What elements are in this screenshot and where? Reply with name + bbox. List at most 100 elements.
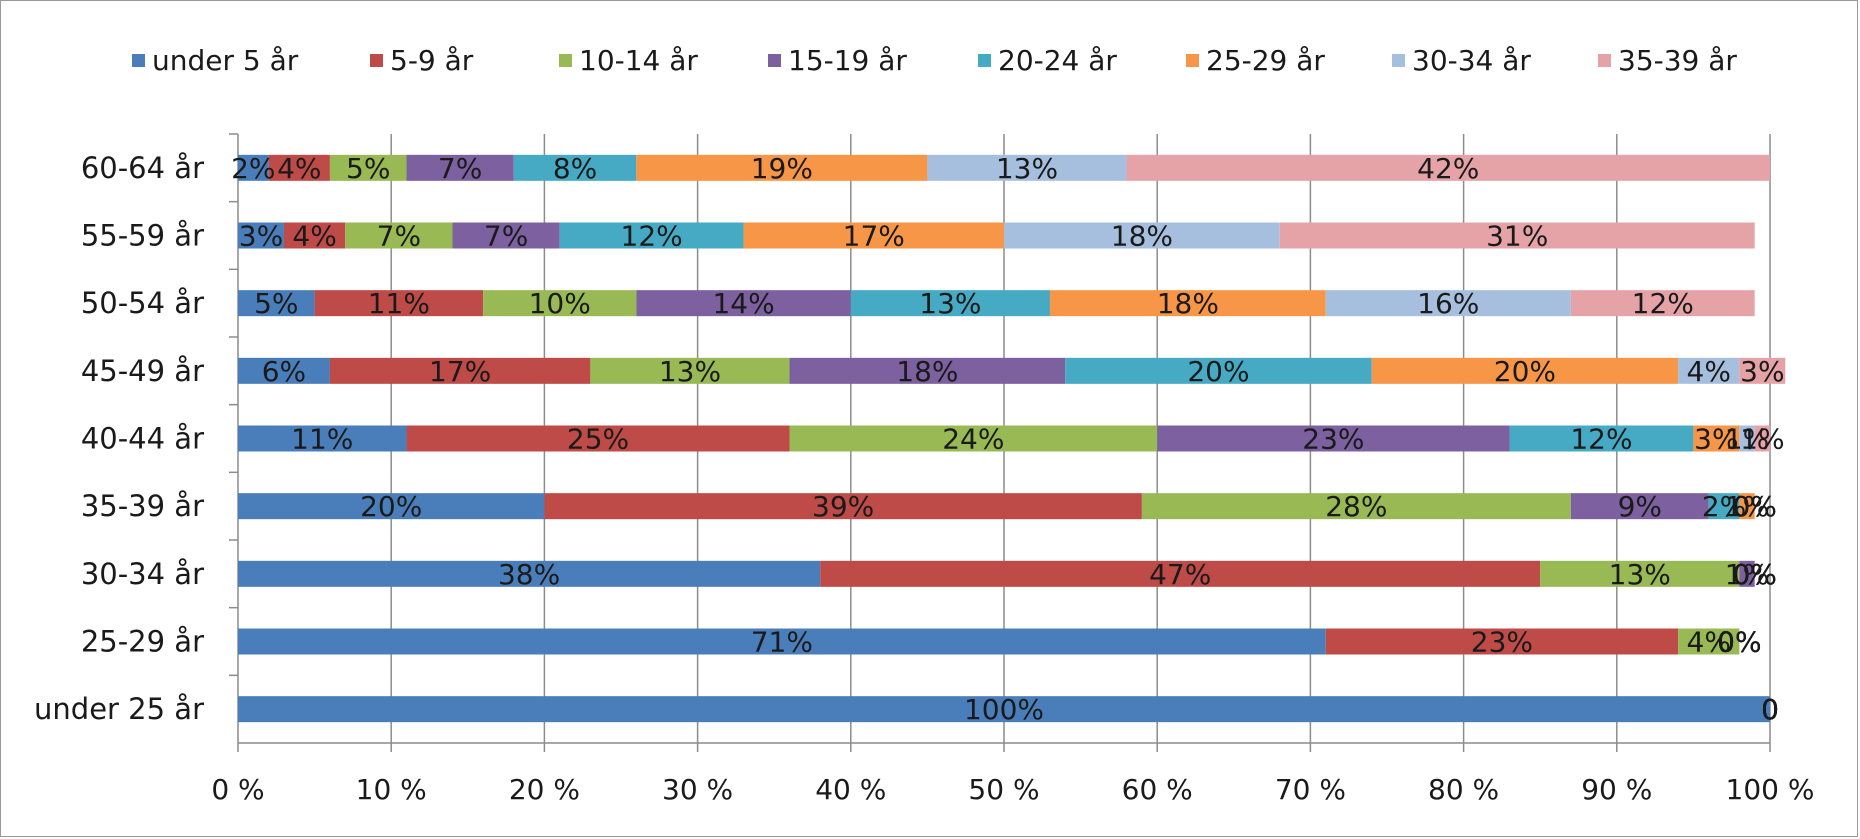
category-label: 55-59 år	[81, 219, 204, 253]
data-label: 14%	[712, 287, 774, 320]
x-tick-label: 10 %	[356, 773, 427, 806]
data-label: 6%	[262, 355, 306, 388]
category-label: 40-44 år	[81, 422, 204, 456]
data-label: 1%	[1725, 558, 1769, 591]
bar-segment	[590, 357, 790, 384]
bar-segment	[743, 222, 1004, 249]
data-label: 23%	[1471, 626, 1533, 659]
x-tick-label: 70 %	[1275, 773, 1346, 806]
data-label: 18%	[1111, 220, 1173, 253]
bar-segment	[636, 290, 851, 317]
data-label: 5%	[346, 152, 390, 185]
bar-segment	[238, 493, 545, 520]
data-label: 13%	[919, 287, 981, 320]
bar-segment	[452, 222, 560, 249]
data-label: 2%	[231, 152, 275, 185]
data-label: 0%	[1732, 558, 1776, 591]
bar-segment	[559, 222, 744, 249]
data-label: 1%	[1725, 423, 1769, 456]
bar-segment	[238, 696, 1770, 723]
bar-segment	[1739, 425, 1755, 452]
bar-segment	[329, 154, 407, 181]
x-tick-label: 60 %	[1122, 773, 1193, 806]
data-label: 0%	[1717, 626, 1761, 659]
data-label: 3%	[1694, 423, 1738, 456]
bar-segment	[406, 154, 514, 181]
legend-swatch	[1598, 54, 1611, 67]
bar-segment	[1157, 425, 1510, 452]
x-tick-label: 20 %	[509, 773, 580, 806]
data-label: 25%	[567, 423, 629, 456]
bar-segment	[1325, 628, 1679, 655]
bars	[238, 154, 1786, 723]
bar-segment	[927, 154, 1127, 181]
data-label: 4%	[1687, 355, 1731, 388]
bar-segment	[329, 357, 591, 384]
data-label: 11%	[291, 423, 353, 456]
data-label: 3%	[239, 220, 283, 253]
x-tick-label: 90 %	[1581, 773, 1652, 806]
data-label: 13%	[659, 355, 721, 388]
legend-swatch	[978, 54, 991, 67]
x-tick-label: 100 %	[1726, 773, 1815, 806]
data-label: 7%	[438, 152, 482, 185]
bar-segment	[406, 425, 790, 452]
bar-segment	[483, 290, 637, 317]
bar-segment	[1693, 425, 1740, 452]
data-label: 38%	[498, 558, 560, 591]
bar-segment	[238, 290, 315, 317]
bar-segment	[1509, 425, 1694, 452]
bar-segment	[1678, 628, 1740, 655]
legend-entry: 15-19 år	[788, 44, 907, 77]
bar-segment	[238, 357, 330, 384]
bar-segment	[1739, 560, 1755, 587]
data-label: 71%	[751, 626, 813, 659]
data-label: 13%	[1609, 558, 1671, 591]
data-label: 16%	[1417, 287, 1479, 320]
legend-entry: 30-34 år	[1412, 44, 1531, 77]
data-label: 0	[1761, 693, 1779, 726]
category-label: 45-49 år	[81, 354, 204, 388]
bar-segment	[238, 222, 284, 249]
data-label: 20%	[1494, 355, 1556, 388]
data-label: 4%	[292, 220, 336, 253]
data-label: 0	[1761, 693, 1779, 726]
category-label: 35-39 år	[81, 489, 204, 523]
bar-segment	[1754, 425, 1770, 452]
bar-segment	[238, 154, 269, 181]
bar-segment	[345, 222, 453, 249]
bar-segment	[1708, 493, 1740, 520]
data-label: 1%	[1725, 490, 1769, 523]
category-label: 30-34 år	[81, 557, 204, 591]
category-label: under 25 år	[34, 692, 204, 726]
data-label: 5%	[254, 287, 298, 320]
data-label: 24%	[942, 423, 1004, 456]
data-label: 4%	[277, 152, 321, 185]
data-label: 11%	[368, 287, 430, 320]
bar-segment	[513, 154, 637, 181]
bar-segment	[1678, 357, 1740, 384]
data-label: 10%	[529, 287, 591, 320]
x-tick-label: 0 %	[211, 773, 264, 806]
data-label: 0%	[1717, 626, 1761, 659]
legend-swatch	[559, 54, 572, 67]
bar-segment	[850, 290, 1050, 317]
data-label: 0%	[1717, 626, 1761, 659]
data-label: 3%	[1740, 355, 1784, 388]
legend-entry: 25-29 år	[1206, 44, 1325, 77]
data-label: 7%	[377, 220, 421, 253]
data-label: 4%	[1687, 626, 1731, 659]
bar-segment	[314, 290, 484, 317]
x-tick-label: 30 %	[662, 773, 733, 806]
bar-segment	[1739, 493, 1755, 520]
data-label: 28%	[1325, 490, 1387, 523]
bar-segment	[1739, 357, 1786, 384]
data-label: 18%	[1157, 287, 1219, 320]
value-axis-labels: 0 % 10 % 20 % 30 % 40 % 50 % 60 % 70 % 80 % 90 % 1…	[211, 773, 1814, 806]
data-label: 8%	[553, 152, 597, 185]
data-label: 20%	[1187, 355, 1249, 388]
legend-swatch	[132, 54, 145, 67]
category-label: 60-64 år	[81, 151, 204, 185]
bar-segment	[636, 154, 928, 181]
